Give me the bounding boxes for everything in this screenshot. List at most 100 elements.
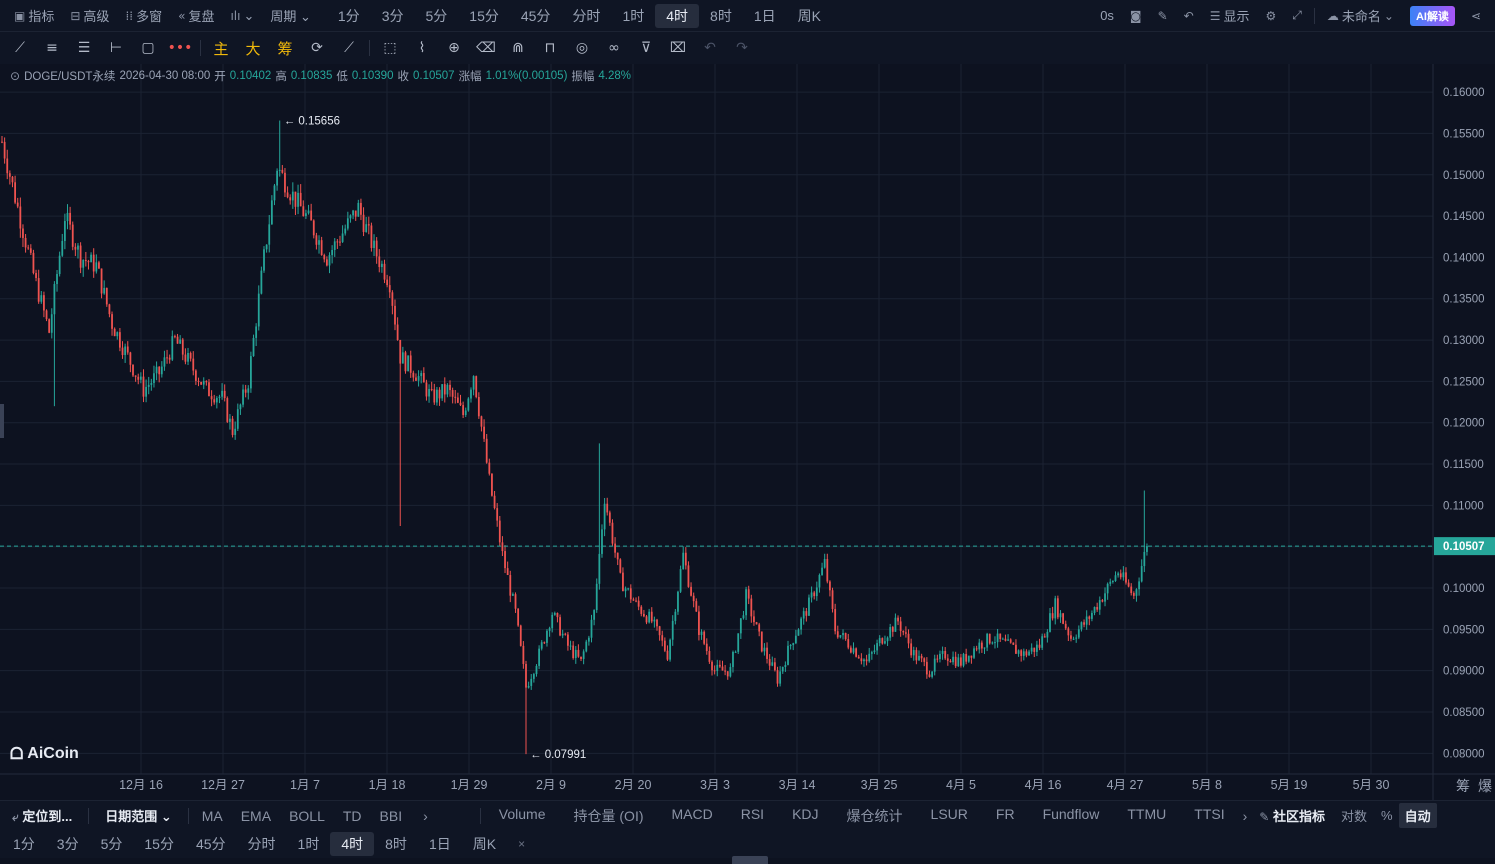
main-indicator-4[interactable]: BBI — [379, 807, 403, 824]
chart-type-button[interactable]: ılı ⌄ — [230, 7, 255, 23]
top-period-4[interactable]: 45分 — [520, 7, 551, 24]
candle-body — [160, 366, 163, 375]
parallel-lines-icon[interactable]: ≡ — [46, 40, 58, 56]
top-period-5[interactable]: 分时 — [572, 7, 601, 24]
sub-indicator-7[interactable]: FR — [995, 805, 1015, 822]
locate-button[interactable]: ⤶ 定位到... — [12, 809, 73, 824]
candle-body — [1054, 598, 1057, 619]
sub-indicator-2[interactable]: MACD — [671, 805, 713, 822]
candlestick-chart[interactable]: 0.16000 0.15500 0.15000 0.14500 0.14000 0.135… — [0, 64, 1495, 800]
lock-icon[interactable]: ⊓ — [544, 40, 556, 56]
collapse-icon[interactable]: ⊙ — [10, 69, 21, 83]
magic-tools-icon[interactable]: ⟋ — [344, 40, 354, 56]
top-period-1[interactable]: 3分 — [381, 7, 404, 24]
auto-scale-toggle[interactable]: 自动 — [1398, 803, 1437, 828]
period-dropdown[interactable]: 周期 ⌄ — [270, 9, 311, 24]
main-indicator-1[interactable]: EMA — [240, 807, 272, 824]
bottom-period-0[interactable]: 1分 — [13, 836, 35, 852]
sub-indicator-5[interactable]: 爆仓统计 — [846, 807, 903, 824]
sub-indicator-4[interactable]: KDJ — [792, 805, 819, 822]
magnet-icon[interactable]: ⋒ — [512, 40, 524, 56]
ruler-icon[interactable]: ⌇ — [418, 40, 426, 56]
redo-draw-icon[interactable]: ↷ — [736, 40, 748, 56]
sub-indicator-3[interactable]: RSI — [740, 805, 765, 822]
bottom-period-1[interactable]: 3分 — [56, 836, 79, 852]
rectangle-icon[interactable]: ▢ — [141, 40, 155, 56]
link-icon[interactable]: ∞ — [608, 40, 620, 56]
date-range-button[interactable]: 日期范围 ⌄ — [105, 809, 172, 824]
bottom-period-3[interactable]: 15分 — [144, 836, 174, 852]
bottom-panel-handle[interactable] — [732, 856, 768, 864]
percent-scale-toggle[interactable]: % — [1381, 808, 1393, 823]
undo-draw-icon[interactable]: ↶ — [704, 40, 716, 56]
advanced-button[interactable]: ⊟ 高级 — [70, 8, 110, 25]
sub-indicator-10[interactable]: TTSI — [1194, 805, 1225, 822]
sub-indicator-9[interactable]: TTMU — [1127, 805, 1167, 822]
candle-body — [1046, 631, 1049, 638]
zoom-icon[interactable]: ⊕ — [448, 40, 460, 56]
sub-indicator-6[interactable]: LSUR — [930, 805, 968, 822]
community-indicators-button[interactable]: ✎ 社区指标 — [1259, 809, 1325, 824]
main-more-chevron-icon[interactable]: › — [423, 807, 428, 824]
indicator-button[interactable]: ▣ 指标 — [14, 8, 55, 25]
bottom-period-10[interactable]: 周K — [472, 836, 497, 852]
sync-icon[interactable]: ⟳ — [311, 40, 323, 56]
top-period-6[interactable]: 1时 — [622, 7, 645, 24]
layout-name-button[interactable]: ☁ 未命名 ⌄ — [1326, 8, 1394, 25]
sub-indicator-8[interactable]: Fundflow — [1042, 805, 1100, 822]
candle-body — [860, 658, 863, 662]
filter-icon[interactable]: ⊽ — [640, 40, 652, 56]
undo-icon[interactable]: ↶ — [1183, 8, 1194, 23]
candle-body — [260, 270, 263, 294]
horizontal-ray-icon[interactable]: ⊢ — [109, 40, 123, 56]
main-indicator-2[interactable]: BOLL — [289, 807, 325, 824]
sub-indicator-0[interactable]: Volume — [498, 805, 546, 822]
price-chart[interactable]: 0.16000 0.15500 0.15000 0.14500 0.14000 0.135… — [0, 64, 1495, 800]
multi-window-button[interactable]: ⁞⁞ 多窗 — [125, 8, 163, 25]
x-tick-label: 2月 9 — [536, 778, 566, 792]
display-button[interactable]: ☰ 显示 — [1209, 8, 1250, 25]
main-chip-button[interactable]: 主 — [213, 40, 229, 58]
top-period-10[interactable]: 周K — [797, 7, 821, 24]
bottom-period-2[interactable]: 5分 — [100, 836, 123, 852]
main-indicator-0[interactable]: MA — [201, 807, 223, 824]
big-order-button[interactable]: 大 — [245, 40, 261, 58]
log-scale-toggle[interactable]: 对数 — [1340, 809, 1367, 824]
sub-more-chevron-icon[interactable]: › — [1242, 807, 1248, 824]
candle-body — [679, 569, 682, 592]
trend-line-icon[interactable]: ⟋ — [15, 40, 25, 56]
chip-distribution-button[interactable]: 筹 — [277, 40, 293, 58]
top-period-3[interactable]: 15分 — [469, 7, 499, 24]
eraser-icon[interactable]: ⌫ — [476, 40, 496, 56]
left-panel-handle[interactable] — [0, 404, 4, 438]
hide-icon[interactable]: ◎ — [575, 40, 589, 56]
pen-icon[interactable]: ✎ — [1157, 8, 1168, 23]
more-tools-icon[interactable]: ••• — [167, 40, 193, 56]
top-period-2[interactable]: 5分 — [425, 7, 448, 24]
bottom-period-4[interactable]: 45分 — [195, 836, 226, 852]
close-period-bar-icon[interactable]: × — [518, 837, 526, 851]
select-icon[interactable]: ⬚ — [383, 40, 397, 56]
horizontal-lines-icon[interactable]: ☰ — [77, 40, 91, 56]
top-period-0[interactable]: 1分 — [337, 7, 360, 24]
candle-body — [663, 640, 666, 651]
top-period-9[interactable]: 1日 — [753, 7, 776, 24]
camera-icon[interactable]: ◙ — [1129, 8, 1142, 23]
ai-interpret-button[interactable]: AI解读 — [1402, 4, 1463, 28]
bottom-period-9[interactable]: 1日 — [428, 836, 451, 852]
fullscreen-icon[interactable]: ⤢ — [1292, 8, 1302, 22]
bottom-period-6[interactable]: 1时 — [297, 836, 320, 852]
bottom-period-5[interactable]: 分时 — [247, 836, 276, 852]
candle-body — [111, 314, 113, 329]
top-period-8[interactable]: 8时 — [710, 7, 732, 24]
bottom-period-8[interactable]: 8时 — [385, 836, 407, 852]
sub-indicator-1[interactable]: 持仓量 (OI) — [573, 807, 644, 824]
replay-button[interactable]: «复盘 — [178, 8, 215, 25]
candle-body — [645, 616, 648, 623]
main-indicator-3[interactable]: TD — [342, 807, 362, 824]
bottom-period-7[interactable]: 4时 — [330, 832, 375, 856]
top-period-7[interactable]: 4时 — [655, 3, 700, 28]
trash-icon[interactable]: ⌧ — [669, 40, 687, 56]
settings-gear-icon[interactable]: ⚙ — [1265, 8, 1277, 23]
share-icon[interactable]: ⋖ — [1470, 8, 1481, 23]
